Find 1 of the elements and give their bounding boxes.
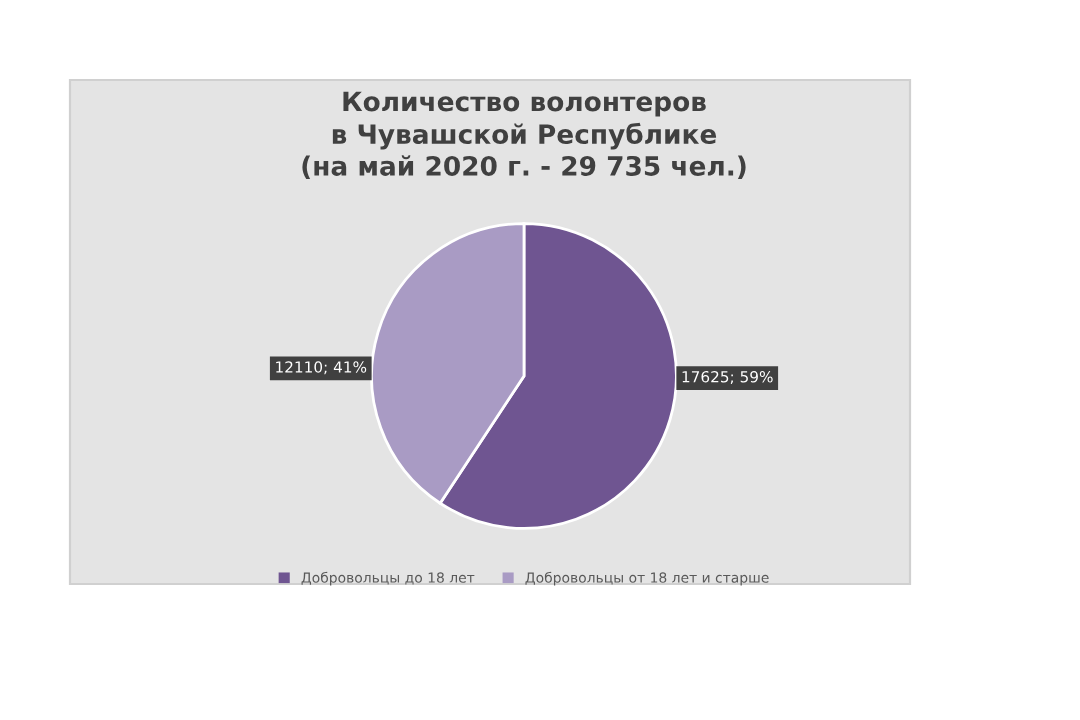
chart-title: Количество волонтеров в Чувашской Республике (на май 2020 г. - 29 735 чел.) (302, 91, 746, 179)
